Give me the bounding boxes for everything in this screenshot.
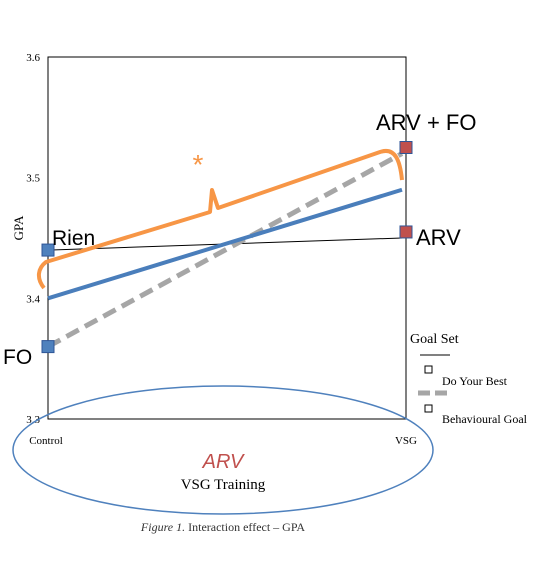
y-tick-label: 3.4 [26, 293, 40, 305]
marker-arv-fo [399, 141, 413, 154]
marker-label-fo: FO [3, 346, 32, 369]
y-tick-label: 3.3 [26, 414, 40, 426]
legend: Goal Set Do Your Best Behavioural Goal [410, 332, 528, 426]
x-tick-label-control: Control [29, 435, 63, 447]
figure-caption: Figure 1. Interaction effect – GPA [140, 520, 306, 534]
significance-brace [37, 148, 404, 290]
y-tick-label: 3.5 [26, 173, 40, 185]
figure-caption-text: Interaction effect – GPA [185, 520, 305, 534]
marker-label-arv: ARV [416, 225, 461, 250]
plot-frame [47, 56, 407, 420]
series-line-combined [47, 187, 403, 301]
y-axis-label: GPA [11, 215, 26, 240]
marker-label-rien: Rien [52, 227, 95, 250]
y-tick-label: 3.6 [26, 52, 40, 64]
significance-asterisk: * [193, 149, 204, 180]
marker-rien [41, 243, 55, 257]
x-tick-label-vsg: VSG [395, 435, 417, 447]
series-line-behavioural-goal [46, 151, 404, 349]
x-axis-label: VSG Training [181, 477, 266, 493]
x-axis-highlight-ellipse [12, 385, 434, 515]
x-axis-overlay-label: ARV [202, 451, 245, 473]
y-tick-labels: 3.3 3.4 3.5 3.6 [26, 52, 40, 426]
figure-caption-prefix: Figure 1. [140, 520, 185, 534]
legend-label-behavioural-goal: Behavioural Goal [442, 412, 528, 426]
marker-arv [399, 225, 413, 239]
series-lines [46, 151, 404, 349]
legend-title: Goal Set [410, 332, 459, 347]
legend-label-do-your-best: Do Your Best [442, 374, 508, 388]
marker-fo [41, 340, 55, 354]
group-markers [41, 141, 413, 354]
legend-swatch-behavioural-goal [424, 404, 433, 413]
legend-swatch-do-your-best [424, 365, 433, 374]
marker-label-arv-fo: ARV + FO [376, 110, 476, 135]
